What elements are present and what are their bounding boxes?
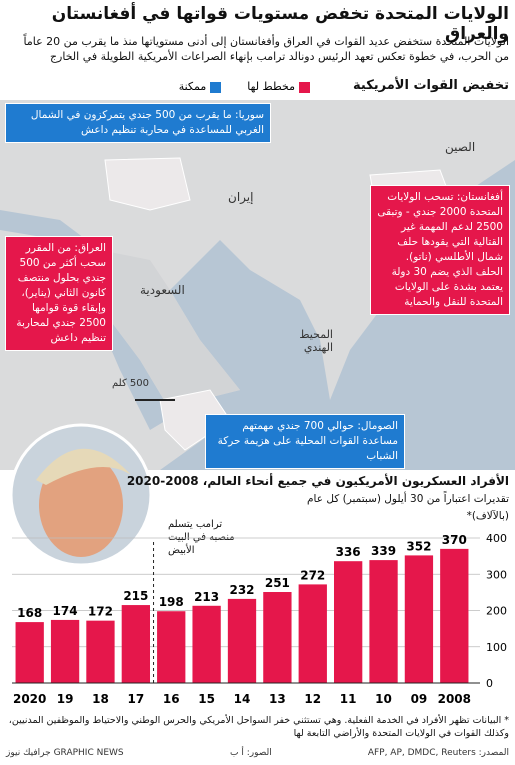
legend-swatch [299,81,310,93]
value-label: 232 [229,583,254,597]
value-label: 213 [194,590,219,604]
x-tick-label: 19 [57,692,74,706]
x-tick-label: 13 [269,692,286,706]
value-label: 168 [17,606,42,620]
chart-subtitle: تقديرات اعتباراً من 30 أيلول (سبتمبر) كل… [307,493,509,505]
x-tick-label: 14 [234,692,251,706]
bar [263,592,292,683]
land-arabia [100,250,240,410]
place-label: الصين [445,140,476,154]
subtitle: الولايات المتحدة ستخفض عديد القوات في ال… [23,35,510,63]
x-tick-label: 09 [411,692,428,706]
x-tick-label: 2020 [13,692,46,706]
x-tick-label: 16 [163,692,180,706]
value-label: 352 [406,539,431,553]
legend-label: ممكنة [178,80,207,93]
legend-item: مخطط لها [247,80,310,93]
value-label: 272 [300,568,325,582]
legend-item: ممكنة [179,80,222,93]
value-label: 198 [159,595,184,609]
photo [9,423,153,567]
x-tick-label: 15 [198,692,215,706]
bar [15,622,44,683]
bar [440,548,469,683]
x-tick-label: 2008 [438,692,471,706]
credit: GRAPHIC NEWS جرافيك نيوز [6,748,124,758]
y-tick-label: 300 [486,568,507,581]
legend: مخطط لها ممكنة [110,80,310,93]
footnote: * البيانات تظهر الأفراد في الخدمة الفعلي… [8,715,509,739]
chart-unit: (بالآلاف)* [466,510,509,522]
chart: 0 100 200 300 400 168 2020 174 19 172 18 215 17 198 16… [12,532,507,706]
y-tick-label: 400 [486,532,507,545]
hair [36,448,131,485]
y-tick-label: 200 [486,605,507,618]
x-tick-label: 18 [92,692,109,706]
callout: سوريا: ما يقرب من 500 جندي يتمركزون في ا… [5,103,271,143]
syria-iraq [104,157,191,211]
callout: العراق: من المقرر سحب أكثر من 500 جندي ب… [5,236,113,351]
bar [227,598,257,683]
bar [192,605,221,683]
face [39,453,123,557]
scale-label: 500 كلم [112,378,149,389]
bar [369,560,398,683]
y-tick-label: 100 [486,641,507,654]
value-label: 339 [371,544,396,558]
source: المصدر: AFP, AP, DMDC, Reuters [367,748,509,758]
value-label: 336 [336,545,361,559]
title: الولايات المتحدة تخفض مستويات قواتها في … [51,4,509,44]
bar [50,619,80,683]
value-label: 172 [88,605,113,619]
bar [121,605,150,683]
x-tick-label: 12 [304,692,321,706]
bar [334,561,363,683]
annotation: ترامب يتسلم منصبه في البيت الأبيض [168,519,235,556]
bar [404,555,434,683]
value-label: 251 [265,576,290,590]
callout: أفغانستان: تسحب الولايات المتحدة 2000 جن… [370,185,510,315]
value-label: 215 [123,589,148,603]
value-label: 174 [53,604,78,618]
bar [86,620,115,683]
callout: الصومال: حوالي 700 جندي مهمتهم مساعدة ال… [205,414,405,469]
legend-swatch [210,81,222,93]
bar [298,584,327,683]
value-label: 370 [442,533,467,547]
place-label: إيران [228,190,254,204]
photo-credit: الصور: أ ب [230,748,272,758]
bar [157,611,186,683]
place-label: المحيط الهندي [299,328,333,354]
y-tick-label: 0 [486,677,493,690]
legend-label: مخطط لها [247,80,295,93]
x-tick-label: 17 [127,692,144,706]
x-tick-label: 10 [375,692,392,706]
map-title: تخفيض القوات الأمريكية [353,78,509,93]
x-tick-label: 11 [340,692,357,706]
place-label: السعودية [140,283,185,297]
chart-title: الأفراد العسكريون الأمريكيون في جميع أنح… [126,474,509,488]
